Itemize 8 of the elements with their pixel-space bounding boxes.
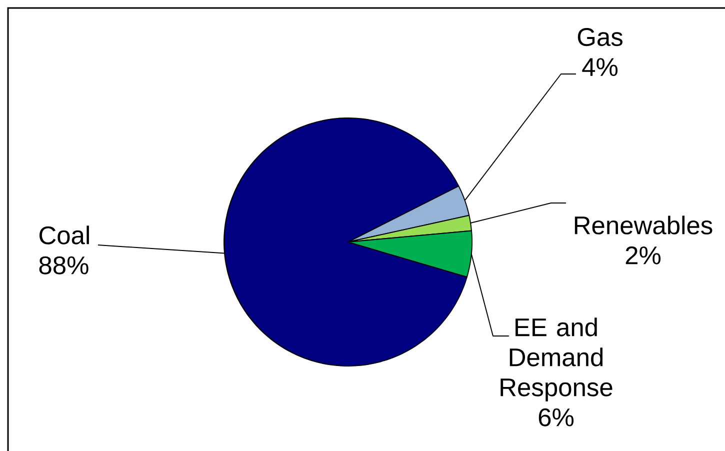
slice-label: Coal xyxy=(40,226,89,244)
slice-label: Renewables xyxy=(574,216,712,234)
slice-label: Gas xyxy=(578,28,622,46)
data-label: 2% xyxy=(626,246,661,264)
data-label: 6% xyxy=(538,408,574,426)
data-label: 88% xyxy=(39,256,88,274)
slice-label: EE and Demand Response xyxy=(500,318,612,402)
data-label: 4% xyxy=(582,58,618,76)
